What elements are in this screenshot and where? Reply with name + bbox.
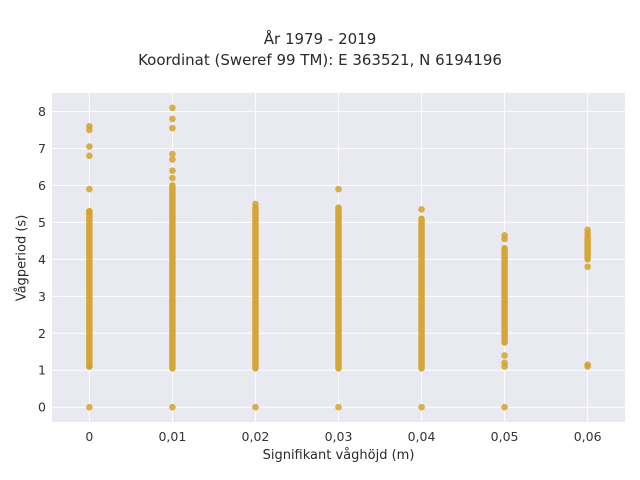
y-tick-label: 1 bbox=[38, 363, 46, 378]
data-point bbox=[169, 403, 176, 411]
data-point bbox=[501, 232, 508, 239]
x-axis-label: Signifikant våghöjd (m) bbox=[262, 448, 415, 463]
data-point bbox=[169, 124, 176, 132]
y-axis-label: Vågperiod (s) bbox=[14, 214, 30, 302]
y-tick-label: 2 bbox=[38, 326, 46, 341]
data-point bbox=[584, 263, 591, 271]
data-point bbox=[169, 104, 176, 112]
data-point-band bbox=[584, 233, 591, 263]
x-axis-ticks: 0 0,01 0,02 0,03 0,04 0,05 0,06 bbox=[85, 429, 601, 444]
x-tick-label: 0,03 bbox=[325, 429, 353, 444]
data-point bbox=[584, 226, 591, 234]
data-point bbox=[86, 207, 93, 215]
data-point bbox=[252, 403, 259, 411]
data-point-band bbox=[86, 208, 93, 370]
data-point-band bbox=[335, 204, 342, 372]
data-point bbox=[86, 143, 93, 150]
data-point bbox=[501, 403, 508, 411]
data-point-band bbox=[418, 215, 425, 372]
x-tick-label: 0,02 bbox=[242, 429, 270, 444]
data-point bbox=[86, 185, 93, 193]
data-point bbox=[169, 174, 176, 182]
data-point bbox=[86, 403, 93, 411]
x-tick-label: 0,01 bbox=[158, 429, 186, 444]
data-point-band bbox=[252, 204, 259, 372]
data-point bbox=[86, 122, 93, 130]
x-tick-label: 0,06 bbox=[574, 429, 602, 444]
x-tick-label: 0,05 bbox=[491, 429, 519, 444]
data-point bbox=[252, 200, 259, 208]
y-axis-ticks: 0 1 2 3 4 5 6 7 8 bbox=[38, 104, 46, 415]
chart-title: År 1979 - 2019 bbox=[263, 30, 377, 48]
data-point bbox=[169, 156, 176, 163]
data-point bbox=[501, 352, 508, 359]
data-point bbox=[169, 167, 176, 174]
x-tick-label: 0 bbox=[85, 429, 93, 444]
y-tick-label: 7 bbox=[38, 141, 46, 156]
data-point bbox=[86, 363, 93, 370]
x-tick-label: 0,04 bbox=[408, 429, 436, 444]
data-points bbox=[86, 104, 591, 411]
data-point bbox=[169, 150, 176, 158]
data-point bbox=[335, 185, 342, 193]
data-point bbox=[501, 359, 508, 367]
data-point bbox=[418, 403, 425, 411]
y-tick-label: 3 bbox=[38, 289, 46, 304]
y-tick-label: 5 bbox=[38, 215, 46, 230]
data-point-band bbox=[169, 182, 176, 372]
data-point bbox=[418, 206, 425, 213]
data-point bbox=[86, 152, 93, 160]
y-tick-label: 6 bbox=[38, 178, 46, 193]
data-point bbox=[335, 403, 342, 411]
y-tick-label: 8 bbox=[38, 104, 46, 119]
y-tick-label: 0 bbox=[38, 400, 46, 415]
chart-subtitle: Koordinat (Sweref 99 TM): E 363521, N 61… bbox=[138, 51, 502, 69]
y-tick-label: 4 bbox=[38, 252, 46, 267]
data-point bbox=[584, 361, 591, 369]
data-point-band bbox=[501, 245, 508, 346]
data-point bbox=[169, 115, 176, 123]
